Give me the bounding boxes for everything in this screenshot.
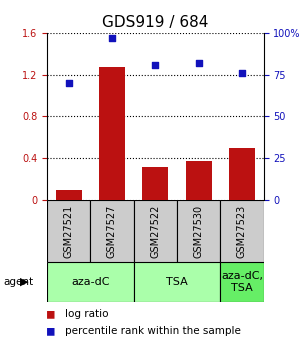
Point xyxy=(240,70,245,76)
Text: GSM27527: GSM27527 xyxy=(107,205,117,258)
Bar xyxy=(220,262,264,302)
Bar xyxy=(47,262,134,302)
Bar xyxy=(134,200,177,262)
Bar xyxy=(229,148,255,200)
Bar xyxy=(220,200,264,262)
Bar xyxy=(186,161,211,200)
Bar xyxy=(56,190,82,200)
Point xyxy=(110,35,115,41)
Text: GSM27521: GSM27521 xyxy=(64,205,74,258)
Text: ▶: ▶ xyxy=(20,277,28,287)
Bar xyxy=(47,200,90,262)
Text: GSM27522: GSM27522 xyxy=(150,205,160,258)
Text: aza-dC: aza-dC xyxy=(71,277,110,287)
Text: agent: agent xyxy=(3,277,33,287)
Text: percentile rank within the sample: percentile rank within the sample xyxy=(65,326,241,336)
Point xyxy=(196,60,201,66)
Text: log ratio: log ratio xyxy=(65,309,109,319)
Bar xyxy=(142,167,168,200)
Text: TSA: TSA xyxy=(166,277,188,287)
Title: GDS919 / 684: GDS919 / 684 xyxy=(102,15,208,30)
Bar xyxy=(99,67,125,200)
Bar xyxy=(90,200,134,262)
Bar xyxy=(134,262,220,302)
Point xyxy=(153,62,158,67)
Text: GSM27523: GSM27523 xyxy=(237,205,247,258)
Text: GSM27530: GSM27530 xyxy=(194,205,204,258)
Bar xyxy=(177,200,220,262)
Text: ■: ■ xyxy=(47,307,55,321)
Text: aza-dC,
TSA: aza-dC, TSA xyxy=(221,271,263,293)
Point xyxy=(66,80,71,86)
Text: ■: ■ xyxy=(47,325,55,338)
